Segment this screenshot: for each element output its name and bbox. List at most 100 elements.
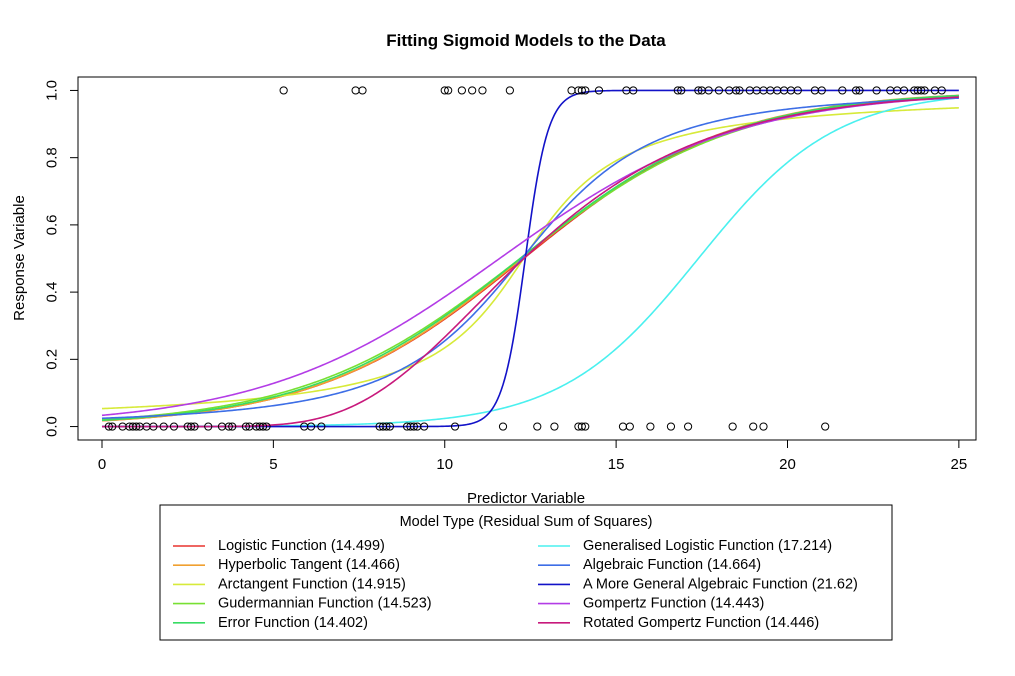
data-point: [317, 422, 326, 431]
series-curve: [101, 95, 959, 421]
data-point: [351, 86, 360, 95]
series-curve: [101, 94, 959, 422]
data-point: [409, 422, 418, 431]
data-point: [204, 422, 213, 431]
y-axis: 0.0 0.2 0.4 0.6 0.8 1.0: [44, 80, 79, 437]
legend-label: Error Function (14.402): [218, 615, 368, 631]
data-point: [704, 86, 713, 95]
data-point: [577, 86, 586, 95]
data-point: [385, 422, 395, 431]
y-tick-label: 0.6: [44, 214, 61, 235]
series-curve: [101, 94, 959, 422]
legend-label: Rotated Gompertz Function (14.446): [583, 615, 819, 631]
data-point: [420, 422, 429, 431]
y-tick-label: 0.8: [44, 147, 61, 168]
data-point: [714, 86, 724, 95]
series-curve: [101, 96, 959, 428]
data-point: [190, 422, 199, 431]
plot-frame: [77, 76, 977, 441]
y-axis-label: Response Variable: [11, 195, 28, 321]
x-tick-label: 20: [779, 456, 796, 473]
data-point: [581, 422, 590, 431]
data-point: [478, 86, 487, 95]
chart-title: Fitting Sigmoid Models to the Data: [386, 31, 666, 50]
data-point: [677, 86, 686, 95]
legend-label: Hyperbolic Tangent (14.466): [218, 557, 400, 573]
data-point: [594, 86, 604, 95]
data-point: [731, 86, 741, 95]
y-tick-label: 0.0: [44, 416, 61, 437]
data-point: [666, 422, 676, 431]
data-point: [735, 86, 744, 95]
legend-label: Arctangent Function (14.915): [218, 576, 406, 592]
data-point: [159, 422, 168, 431]
data-point: [224, 422, 233, 431]
y-tick-label: 1.0: [44, 80, 61, 101]
y-tick-label: 0.4: [44, 282, 61, 303]
data-point: [629, 86, 638, 95]
legend-label: A More General Algebraic Function (21.62…: [583, 576, 858, 592]
x-tick-label: 0: [98, 456, 106, 473]
data-point: [821, 422, 830, 431]
data-point: [306, 422, 316, 431]
data-point: [444, 86, 453, 95]
data-point: [533, 422, 542, 431]
data-point: [505, 86, 514, 95]
data-point: [149, 422, 158, 431]
data-point: [872, 86, 881, 95]
x-tick-label: 25: [951, 456, 968, 473]
legend-box: [159, 504, 893, 641]
data-point: [917, 86, 926, 95]
data-point: [581, 86, 590, 95]
legend-items: Logistic Function (14.499) Hyperbolic Tan…: [173, 538, 858, 631]
data-point: [728, 422, 737, 431]
x-axis-label: Predictor Variable: [467, 490, 585, 507]
data-point: [673, 86, 682, 95]
data-point: [262, 422, 271, 431]
data-point: [817, 86, 826, 95]
data-point: [899, 86, 909, 95]
x-tick-label: 10: [436, 456, 453, 473]
data-point: [683, 422, 693, 431]
x-tick-label: 5: [269, 456, 277, 473]
series-curve: [101, 94, 959, 422]
point-layer: [104, 86, 946, 431]
data-point: [358, 86, 367, 95]
data-point: [279, 86, 288, 95]
y-tick-label: 0.2: [44, 349, 61, 370]
series-curve: [101, 107, 959, 410]
data-point: [618, 422, 628, 431]
data-point: [104, 422, 113, 431]
data-point: [187, 422, 196, 431]
series-curve: [101, 89, 959, 428]
data-point: [550, 422, 559, 431]
data-point: [759, 422, 768, 431]
x-tick-label: 15: [608, 456, 625, 473]
series-curve: [101, 96, 959, 417]
data-point: [694, 86, 703, 95]
data-point: [132, 422, 141, 431]
data-point: [108, 422, 117, 431]
data-point: [258, 422, 268, 431]
data-point: [646, 422, 655, 431]
legend-label: Logistic Function (14.499): [218, 538, 385, 554]
data-point: [625, 422, 634, 431]
data-point: [498, 422, 508, 431]
legend-label: Gudermannian Function (14.523): [218, 596, 432, 612]
data-point: [457, 86, 466, 95]
data-point: [567, 86, 576, 95]
data-point: [577, 422, 586, 431]
data-point: [450, 422, 460, 431]
data-point: [920, 86, 929, 95]
x-axis: 0 5 10 15 20 25: [98, 439, 968, 473]
legend: Model Type (Residual Sum of Squares) Log…: [159, 504, 893, 641]
data-point: [838, 86, 847, 95]
data-point: [855, 86, 864, 95]
series-curve: [101, 97, 959, 420]
data-point: [241, 422, 251, 431]
data-point: [440, 86, 449, 95]
data-point: [937, 86, 946, 95]
data-point: [228, 422, 237, 431]
